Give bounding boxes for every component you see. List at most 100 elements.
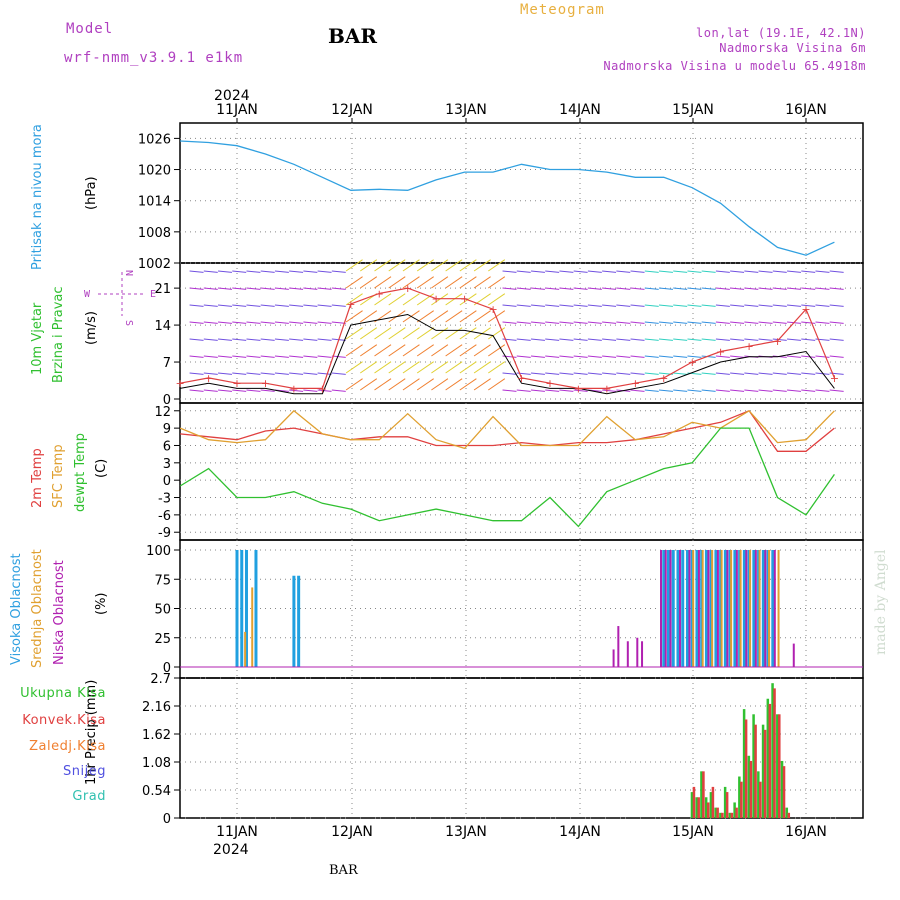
wind-arrow: [815, 287, 830, 290]
wind-arrow: [715, 321, 730, 324]
footer-station: BAR: [329, 863, 359, 878]
wind-arrow: [246, 389, 261, 392]
wind-arrow: [730, 287, 745, 290]
wind-arrow: [374, 259, 392, 272]
precip-conv-bar: [740, 781, 743, 818]
cloud-high-bar: [685, 550, 689, 667]
cloud-low-bar: [764, 550, 767, 667]
wind-arrow: [786, 338, 802, 341]
wind-arrow: [388, 259, 406, 272]
wind-arrow: [217, 287, 233, 290]
wind-arrow: [786, 372, 802, 375]
precip-conv-bar: [725, 792, 729, 818]
wind-arrow: [431, 378, 449, 391]
wind-arrow: [829, 304, 844, 307]
wind-arrow: [516, 389, 531, 392]
wind-arrow: [217, 321, 233, 324]
wind-arrow: [772, 287, 787, 290]
precip-rain-bar: [714, 807, 717, 818]
wind-arrow: [573, 321, 588, 324]
wind-arrow: [374, 276, 392, 289]
temp-sfc-line: [179, 409, 835, 450]
year-top: 2024: [214, 88, 250, 104]
y-tick-label: 6: [163, 439, 171, 454]
y-tick-label: 1014: [138, 195, 171, 210]
wind-arrow: [516, 270, 531, 273]
wind-arrow: [786, 355, 802, 358]
wind-arrow: [303, 338, 318, 341]
cloud-low-bar: [754, 550, 757, 667]
precip-rain-bar: [742, 709, 746, 818]
wind-arrow: [801, 355, 816, 358]
wind-arrow: [274, 338, 289, 341]
wind-arrow: [616, 270, 631, 273]
cloud-low-bar: [707, 550, 710, 667]
wind-arrow: [602, 304, 617, 307]
wind-arrow: [388, 293, 406, 306]
wind-arrow: [530, 270, 545, 273]
wind-arrow: [203, 287, 218, 290]
wind-arrow: [445, 310, 463, 323]
wind-arrow: [260, 321, 275, 324]
wind-arrow: [715, 287, 730, 290]
wind-arrow: [445, 361, 463, 374]
wind-arrow: [317, 321, 332, 324]
cloud-label-c: Niska Oblacnost: [52, 560, 67, 665]
wind-arrow: [644, 287, 659, 290]
wind-arrow: [573, 372, 588, 375]
wind-arrow: [744, 270, 759, 273]
wind-arrow: [246, 287, 261, 290]
wind-arrow: [502, 304, 517, 307]
watermark: made by Angel: [873, 549, 889, 655]
wind-arrow: [431, 276, 449, 289]
wind-arrow: [758, 304, 773, 307]
wind-arrow: [602, 372, 617, 375]
wind-arrow: [289, 389, 304, 392]
gust-marker: +: [432, 293, 441, 306]
wind-arrow: [388, 327, 406, 340]
y-tick-label: 50: [154, 603, 171, 618]
wind-arrow: [630, 389, 645, 392]
wind-arrow: [416, 378, 434, 391]
y-tick-label: -3: [158, 492, 171, 507]
wind-arrow: [360, 310, 378, 323]
wind-arrow: [360, 344, 378, 357]
wind-arrow: [260, 372, 275, 375]
wind-arrow: [786, 389, 802, 392]
precip-conv-bar: [759, 781, 762, 818]
compass-west: W: [84, 289, 91, 300]
wind-arrow: [388, 378, 406, 391]
gust-marker: +: [488, 303, 497, 316]
wind-arrow: [516, 304, 531, 307]
y-tick-label: 1002: [138, 257, 171, 272]
wind-arrow: [673, 372, 688, 375]
wind-arrow: [815, 389, 830, 392]
y-tick-label: 0: [163, 393, 171, 408]
wind-arrow: [616, 321, 631, 324]
wind-arrow: [815, 338, 830, 341]
wind-arrow: [502, 372, 517, 375]
date-label-bottom: 14JAN: [559, 824, 601, 840]
wind-arrow: [772, 304, 787, 307]
wind-arrow: [459, 344, 477, 357]
wind-arrow: [545, 321, 560, 324]
y-tick-label: 3: [163, 457, 171, 472]
wind-arrow: [502, 270, 517, 273]
cloud-high-bar: [742, 550, 746, 667]
cloud-high-bar: [292, 575, 296, 667]
wind-arrow: [232, 304, 247, 307]
wind-arrow: [246, 304, 261, 307]
temp-label-a: 2m Temp: [30, 448, 45, 508]
cloud-high-bar: [723, 550, 727, 667]
wind-arrow: [786, 304, 802, 307]
wind-arrow: [587, 372, 602, 375]
y-tick-label: 1020: [138, 164, 171, 179]
cloud-mid-bar: [720, 550, 723, 667]
wind-arrow: [331, 287, 346, 290]
wind-arrow: [473, 276, 491, 289]
wind-arrow: [416, 361, 434, 374]
wind-arrow: [317, 389, 332, 392]
y-tick-label: 7: [163, 356, 171, 371]
precip-rain-bar: [752, 714, 755, 818]
wind-arrow: [232, 321, 247, 324]
